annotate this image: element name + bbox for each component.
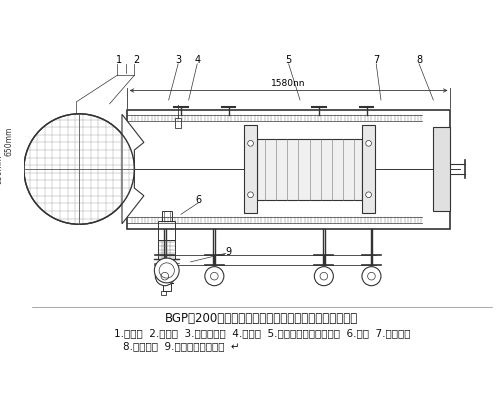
Bar xyxy=(257,138,362,200)
Text: 650mm: 650mm xyxy=(4,127,14,156)
Text: BGP－200型煤矿用高倍数泡沫灭火装置结构安装示意图: BGP－200型煤矿用高倍数泡沫灭火装置结构安装示意图 xyxy=(166,312,358,324)
Bar xyxy=(163,283,170,292)
Text: 2: 2 xyxy=(133,55,140,65)
Text: 5: 5 xyxy=(286,55,292,65)
Circle shape xyxy=(366,192,372,198)
Bar xyxy=(127,110,450,228)
Circle shape xyxy=(314,267,334,286)
Bar xyxy=(161,292,166,295)
Circle shape xyxy=(154,258,179,283)
Text: 7: 7 xyxy=(373,55,380,65)
Circle shape xyxy=(24,114,134,224)
Bar xyxy=(176,118,181,128)
Circle shape xyxy=(362,267,381,286)
Bar xyxy=(434,127,450,212)
Text: 9: 9 xyxy=(226,247,232,257)
Bar xyxy=(158,221,176,240)
Circle shape xyxy=(366,140,372,146)
Bar xyxy=(244,125,257,213)
Text: 4: 4 xyxy=(194,55,200,65)
Bar xyxy=(362,125,376,213)
Text: 8: 8 xyxy=(416,55,422,65)
Text: 1.发泡网  2.发射头  3.水柱计接头  4.喷嘴座  5.隔爆型三相异步电动机  6.喷嘴  7.安全标志: 1.发泡网 2.发射头 3.水柱计接头 4.喷嘴座 5.隔爆型三相异步电动机 6… xyxy=(114,328,410,338)
Text: 3: 3 xyxy=(175,55,181,65)
Text: 8.产品标牌  9.矿用隔爆型潜水泵  ↵: 8.产品标牌 9.矿用隔爆型潜水泵 ↵ xyxy=(122,341,240,351)
Text: 950mm: 950mm xyxy=(0,154,4,184)
Bar xyxy=(158,240,176,259)
Text: 6: 6 xyxy=(195,195,201,205)
Polygon shape xyxy=(122,114,144,224)
Text: 1580nn: 1580nn xyxy=(272,79,306,88)
Circle shape xyxy=(248,192,254,198)
Circle shape xyxy=(156,267,174,286)
Bar xyxy=(162,212,172,221)
Circle shape xyxy=(248,140,254,146)
Text: 1: 1 xyxy=(116,55,122,65)
Circle shape xyxy=(205,267,224,286)
